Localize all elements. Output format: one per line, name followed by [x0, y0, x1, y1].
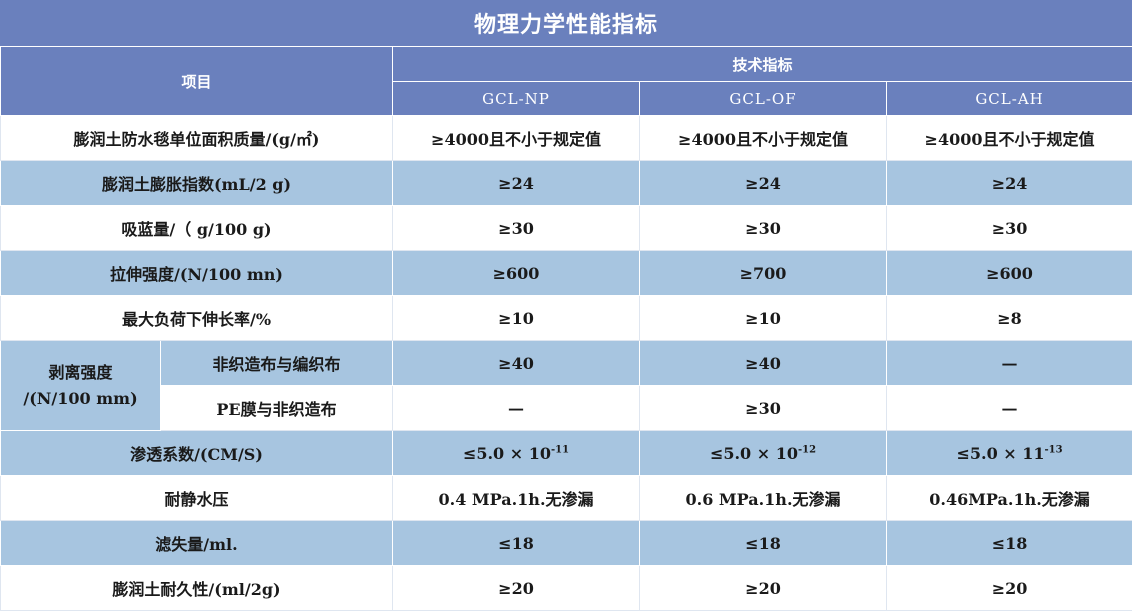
spec-table: 项目 技术指标 GCL-NP GCL-OF GCL-AH 膨润土防水毯单位面积质… [0, 46, 1132, 611]
table-row: PE膜与非织造布 — ≥30 — [1, 385, 1132, 431]
table-row: 渗透系数/(CM/S) ≤5.0 × 10-11 ≤5.0 × 10-12 ≤5… [0, 430, 1132, 476]
value-exponent: -13 [1044, 444, 1063, 456]
table-row: 剥离强度 /(N/100 mm) 非织造布与编织布 ≥40 ≥40 — [0, 340, 1132, 431]
table-row: 膨润土膨胀指数(mL/2 g) ≥24 ≥24 ≥24 [0, 160, 1132, 206]
value-exponent: -11 [551, 444, 570, 456]
header-col-ah: GCL-AH [886, 81, 1132, 116]
peel-label-line2: /(N/100 mm) [23, 388, 138, 408]
row-label: 膨润土耐久性/(ml/2g) [0, 565, 394, 611]
peel-strength-label: 剥离强度 /(N/100 mm) [0, 340, 161, 431]
row-label: 拉伸强度/(N/100 mn) [0, 250, 394, 296]
cell-value: ≥30 [639, 205, 888, 251]
value-base: ≤5.0 × 10 [462, 443, 551, 463]
table-row: 滤失量/ml. ≤18 ≤18 ≤18 [0, 520, 1132, 566]
row-label: 吸蓝量/（ g/100 g) [0, 205, 394, 251]
row-sublabel: PE膜与非织造布 [159, 385, 394, 431]
cell-value: ≥4000且不小于规定值 [886, 115, 1132, 161]
table-row: 耐静水压 0.4 MPa.1h.无渗漏 0.6 MPa.1h.无渗漏 0.46M… [0, 475, 1132, 521]
cell-value: ≥10 [639, 295, 888, 341]
cell-value: 0.4 MPa.1h.无渗漏 [392, 475, 641, 521]
row-label: 渗透系数/(CM/S) [0, 430, 394, 476]
cell-value: ≥30 [886, 205, 1132, 251]
header-col-of: GCL-OF [639, 81, 888, 116]
table-row: 最大负荷下伸长率/% ≥10 ≥10 ≥8 [0, 295, 1132, 341]
cell-value: ≥24 [392, 160, 641, 206]
cell-value: ≥20 [886, 565, 1132, 611]
cell-value: ≥24 [886, 160, 1132, 206]
cell-value: ≤18 [639, 520, 888, 566]
cell-value: 0.46MPa.1h.无渗漏 [886, 475, 1132, 521]
row-label: 滤失量/ml. [0, 520, 394, 566]
cell-value: ≥24 [639, 160, 888, 206]
cell-value: — [886, 340, 1132, 386]
value-base: ≤5.0 × 10 [709, 443, 798, 463]
cell-value: ≥600 [886, 250, 1132, 296]
row-sublabel: 非织造布与编织布 [159, 340, 394, 386]
peel-label-line1: 剥离强度 [48, 362, 113, 382]
cell-value: ≥700 [639, 250, 888, 296]
cell-value: ≥40 [639, 340, 888, 386]
cell-value: ≥30 [639, 385, 888, 431]
header-tech-spec: 技术指标 [392, 46, 1132, 82]
header-item: 项目 [0, 46, 394, 116]
cell-value: ≥8 [886, 295, 1132, 341]
cell-value: ≥40 [392, 340, 641, 386]
table-row: 吸蓝量/（ g/100 g) ≥30 ≥30 ≥30 [0, 205, 1132, 251]
value-exponent: -12 [798, 444, 817, 456]
cell-value: ≤18 [392, 520, 641, 566]
cell-value: ≤5.0 × 10-11 [392, 430, 641, 476]
cell-value: ≤5.0 × 10-12 [639, 430, 888, 476]
row-label: 膨润土防水毯单位面积质量/(g/㎡) [0, 115, 394, 161]
cell-value: ≥30 [392, 205, 641, 251]
cell-value: ≥20 [392, 565, 641, 611]
table-title: 物理力学性能指标 [0, 0, 1132, 46]
cell-value: ≤18 [886, 520, 1132, 566]
header-row-group: 项目 技术指标 [0, 46, 1132, 116]
table-row: 拉伸强度/(N/100 mn) ≥600 ≥700 ≥600 [0, 250, 1132, 296]
row-label: 耐静水压 [0, 475, 394, 521]
header-col-np: GCL-NP [392, 81, 641, 116]
cell-value: ≥600 [392, 250, 641, 296]
cell-value: ≥4000且不小于规定值 [639, 115, 888, 161]
table-row: 膨润土耐久性/(ml/2g) ≥20 ≥20 ≥20 [0, 565, 1132, 611]
row-label: 最大负荷下伸长率/% [0, 295, 394, 341]
cell-value: ≥4000且不小于规定值 [392, 115, 641, 161]
cell-value: — [392, 385, 641, 431]
cell-value: ≥20 [639, 565, 888, 611]
cell-value: 0.6 MPa.1h.无渗漏 [639, 475, 888, 521]
table-row: 膨润土防水毯单位面积质量/(g/㎡) ≥4000且不小于规定值 ≥4000且不小… [0, 115, 1132, 161]
cell-value: — [886, 385, 1132, 431]
row-label: 膨润土膨胀指数(mL/2 g) [0, 160, 394, 206]
cell-value: ≥10 [392, 295, 641, 341]
value-base: ≤5.0 × 11 [956, 443, 1045, 463]
cell-value: ≤5.0 × 11-13 [886, 430, 1132, 476]
header-row-columns: GCL-NP GCL-OF GCL-AH [1, 81, 1132, 116]
